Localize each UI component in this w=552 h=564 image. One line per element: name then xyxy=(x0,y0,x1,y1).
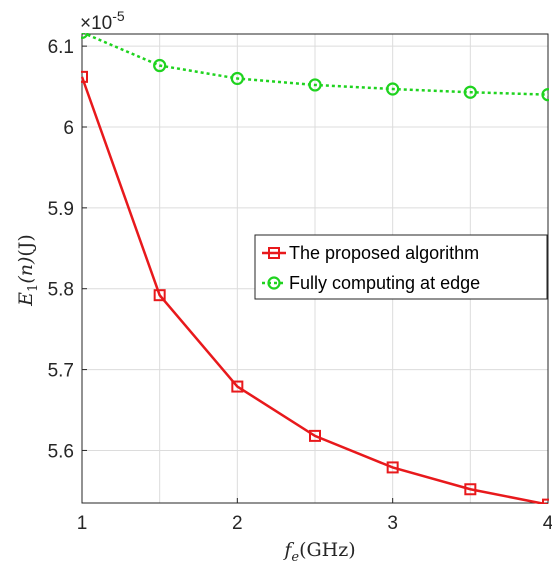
square-marker xyxy=(153,289,166,302)
x-axis-title: fe(GHz) xyxy=(282,539,355,564)
legend-label: Fully computing at edge xyxy=(289,273,480,293)
square-marker xyxy=(386,461,399,474)
y-axis-title: E1(n)(J) xyxy=(15,234,41,307)
legend-entries: The proposed algorithm Fully computing at… xyxy=(262,243,480,293)
circle-marker xyxy=(153,58,167,73)
series xyxy=(81,33,549,504)
y-tick-label: 5.6 xyxy=(48,441,74,462)
y-axis-multiplier: ×10-5 xyxy=(80,8,125,34)
y-tick-label: 5.8 xyxy=(48,280,74,301)
legend-label: The proposed algorithm xyxy=(289,243,479,263)
series-line xyxy=(81,76,549,504)
y-tick-label: 5.7 xyxy=(48,361,74,382)
series-line xyxy=(81,33,549,96)
circle-marker xyxy=(81,33,89,39)
circle-marker xyxy=(463,85,477,99)
square-marker xyxy=(542,498,549,504)
x-tick-label: 4 xyxy=(543,513,552,534)
y-title-arg: (n) xyxy=(15,257,37,284)
x-title-unit: (GHz) xyxy=(299,539,356,561)
y-tick-label: 5.9 xyxy=(48,199,74,220)
square-marker xyxy=(231,380,244,393)
circle-marker xyxy=(386,82,400,96)
square-marker xyxy=(309,429,321,442)
circle-marker xyxy=(541,88,549,102)
y-title-subscript: 1 xyxy=(26,284,41,292)
series-1 xyxy=(81,70,549,504)
legend-circle-marker xyxy=(267,276,281,290)
y-title-symbol: E xyxy=(15,292,37,307)
circle-marker xyxy=(230,71,244,86)
legend-entry: The proposed algorithm xyxy=(262,243,479,263)
square-marker xyxy=(464,483,477,496)
x-title-subscript: e xyxy=(291,550,299,564)
legend-box xyxy=(254,234,548,300)
plot-area-frame xyxy=(81,33,549,504)
square-marker xyxy=(81,70,88,83)
circle-marker xyxy=(308,78,322,92)
y-multiplier-exponent: -5 xyxy=(112,8,125,24)
x-tick-label: 3 xyxy=(387,513,398,534)
y-tick-label: 6 xyxy=(63,118,74,139)
axis-ticks: 1 2 3 4 5.6 5.7 5.8 5.9 6 6.1 xyxy=(48,37,552,534)
legend-entry: Fully computing at edge xyxy=(262,273,480,293)
x-tick-label: 1 xyxy=(77,513,88,534)
x-title-symbol: f xyxy=(282,539,294,561)
y-multiplier-base: ×10 xyxy=(80,13,112,34)
legend-square-marker xyxy=(268,247,280,259)
y-tick-label: 6.1 xyxy=(48,37,74,58)
series-2 xyxy=(81,33,549,102)
y-title-unit: (J) xyxy=(15,234,37,256)
legend: The proposed algorithm Fully computing at… xyxy=(254,234,548,300)
x-tick-label: 2 xyxy=(232,513,243,534)
